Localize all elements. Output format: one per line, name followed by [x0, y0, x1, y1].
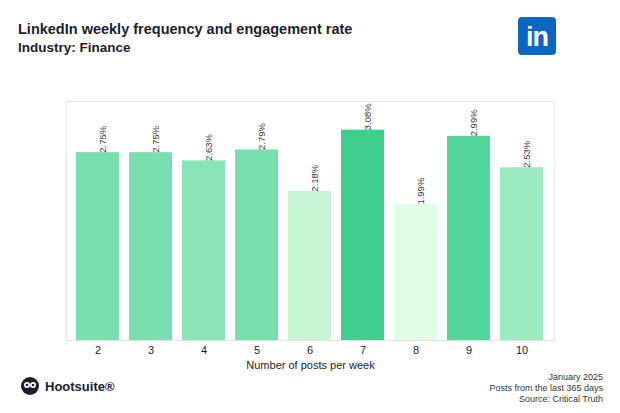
html-text:Source: Critical Truth: Source: Critical Truth: [519, 394, 603, 404]
svg-text:2.18%: 2.18%: [309, 164, 320, 191]
svg-text:7: 7: [360, 344, 366, 356]
svg-text:8: 8: [413, 344, 419, 356]
svg-text:3: 3: [148, 344, 154, 356]
svg-text:1.99%: 1.99%: [415, 177, 426, 204]
svg-text:2.75%: 2.75%: [97, 125, 108, 152]
html-text:January 2025: January 2025: [548, 372, 603, 382]
svg-text:2.75%: 2.75%: [150, 125, 161, 152]
svg-text:6: 6: [307, 344, 313, 356]
svg-text:10: 10: [516, 344, 528, 356]
svg-text:5: 5: [254, 344, 260, 356]
svg-text:9: 9: [466, 344, 472, 356]
html-text:in: in: [526, 22, 548, 52]
svg-text:2.63%: 2.63%: [203, 133, 214, 160]
svg-text:3.08%: 3.08%: [362, 103, 373, 130]
svg-text:Number of posts per week: Number of posts per week: [246, 359, 375, 371]
svg-text:2: 2: [95, 344, 101, 356]
svg-text:2.53%: 2.53%: [521, 140, 532, 167]
svg-text:4: 4: [201, 344, 207, 356]
html-text:Industry: Finance: Industry: Finance: [18, 40, 131, 55]
svg-text:2.99%: 2.99%: [468, 109, 479, 136]
html-text:Hootsuite®: Hootsuite®: [45, 378, 115, 394]
svg-text:2.79%: 2.79%: [256, 122, 267, 149]
html-text:Posts from the last 365 days: Posts from the last 365 days: [489, 383, 603, 393]
html-text:LinkedIn weekly frequency and: LinkedIn weekly frequency and engagement…: [18, 21, 353, 37]
